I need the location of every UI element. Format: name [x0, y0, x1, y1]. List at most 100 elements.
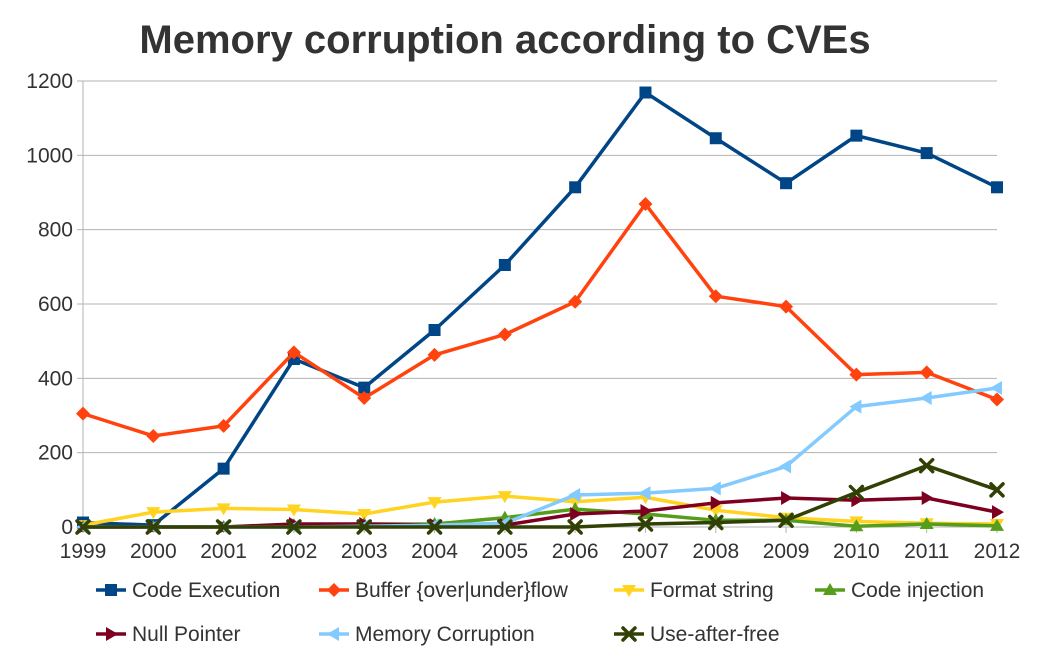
data-point [216, 503, 231, 516]
data-point [708, 289, 723, 304]
data-point [850, 129, 863, 142]
data-point [427, 497, 442, 510]
legend-marker [106, 627, 118, 641]
series-0 [77, 86, 1003, 532]
data-point [779, 459, 792, 474]
data-point [708, 514, 724, 531]
data-point [568, 294, 583, 309]
legend-label: Memory Corruption [355, 623, 535, 646]
y-tick-label: 200 [38, 442, 73, 465]
y-tick-label: 400 [38, 367, 73, 390]
x-tick-label: 2012 [974, 540, 1021, 563]
series-5 [76, 380, 1002, 534]
legend-item: Memory Corruption [319, 623, 535, 646]
legend-marker [327, 627, 339, 641]
data-point [990, 380, 1002, 395]
data-point [146, 507, 161, 520]
data-point [709, 132, 722, 145]
legend-marker [621, 626, 637, 642]
data-point [215, 519, 232, 535]
data-point [778, 512, 794, 529]
x-tick-label: 2007 [622, 540, 669, 563]
legend-item: Code injection [815, 579, 984, 602]
series-lines [75, 86, 1005, 535]
legend-marker [823, 583, 837, 595]
data-point [286, 519, 302, 535]
x-tick-label: 2002 [271, 540, 318, 563]
data-point [356, 519, 372, 535]
x-tick-label: 2004 [411, 540, 458, 563]
legend-label: Use-after-free [650, 623, 780, 646]
chart-title: Memory corruption according to CVEs [139, 18, 870, 62]
data-point [216, 418, 231, 433]
data-point [849, 399, 862, 414]
data-point [848, 484, 865, 501]
gridlines [77, 80, 998, 533]
data-point [637, 516, 654, 532]
x-tick-label: 2001 [200, 540, 247, 563]
y-tick-label: 600 [38, 293, 73, 316]
data-point [568, 488, 581, 503]
series-line [81, 494, 999, 527]
legend: Code Execution Buffer {over|under}flow For… [96, 579, 984, 646]
y-tick-label: 0 [61, 516, 73, 539]
legend-item: Null Pointer [96, 623, 241, 646]
legend-item: Code Execution [96, 579, 280, 602]
x-tick-label: 2000 [130, 540, 177, 563]
legend-label: Buffer {over|under}flow [355, 579, 569, 602]
data-point [849, 367, 864, 382]
data-point [286, 504, 301, 517]
legend-marker [105, 584, 117, 596]
data-point [567, 519, 583, 535]
y-tick-label: 1200 [26, 70, 73, 93]
x-tick-label: 2009 [763, 540, 810, 563]
data-point [710, 495, 723, 510]
x-tick-label: 2008 [692, 540, 739, 563]
data-point [357, 391, 372, 406]
legend-item: Buffer {over|under}flow [319, 579, 569, 602]
x-tick-label: 2003 [341, 540, 388, 563]
data-point [638, 486, 651, 501]
data-point [357, 508, 372, 521]
data-point [921, 491, 934, 506]
series-line [81, 463, 999, 529]
data-point [918, 457, 935, 474]
legend-marker [622, 585, 636, 597]
x-tick-label: 2011 [904, 540, 949, 563]
y-tick-label: 800 [38, 219, 73, 242]
data-point [989, 482, 1005, 498]
series-line [81, 202, 999, 438]
data-point [781, 491, 794, 506]
legend-label: Format string [650, 579, 774, 602]
data-point [426, 519, 443, 535]
data-point [990, 518, 1004, 531]
data-point [779, 299, 794, 314]
data-point [920, 147, 933, 160]
data-point [497, 491, 512, 504]
x-tick-label: 2005 [481, 540, 528, 563]
x-tick-label: 1999 [60, 540, 107, 563]
data-point [146, 428, 161, 443]
data-point [75, 519, 91, 535]
legend-label: Code Execution [132, 579, 280, 602]
data-point [427, 347, 442, 362]
data-point [497, 519, 513, 535]
data-point [708, 481, 721, 496]
data-point [780, 177, 793, 190]
data-point [638, 197, 653, 212]
x-tick-label: 2010 [833, 540, 880, 563]
legend-marker [327, 583, 341, 597]
legend-label: Null Pointer [132, 623, 241, 646]
data-point [428, 324, 441, 337]
series-6 [75, 457, 1005, 535]
y-axis-ticks: 0 200 400 600 800 1000 1200 [26, 70, 73, 539]
data-point [145, 519, 162, 535]
data-point [990, 392, 1004, 407]
data-point [919, 391, 932, 406]
data-point [569, 181, 582, 194]
data-point [992, 505, 1004, 520]
data-point [849, 519, 864, 532]
legend-item: Format string [614, 579, 774, 602]
data-point [286, 345, 301, 360]
data-point [640, 504, 653, 519]
